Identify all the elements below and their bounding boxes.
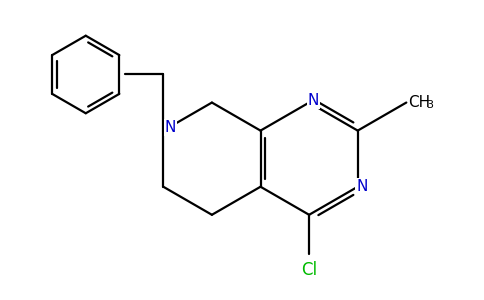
Text: N: N [356,179,367,194]
Text: 3: 3 [426,100,433,110]
Text: N: N [165,120,176,135]
Text: N: N [307,93,319,108]
Text: CH: CH [408,95,430,110]
Text: Cl: Cl [301,261,317,279]
